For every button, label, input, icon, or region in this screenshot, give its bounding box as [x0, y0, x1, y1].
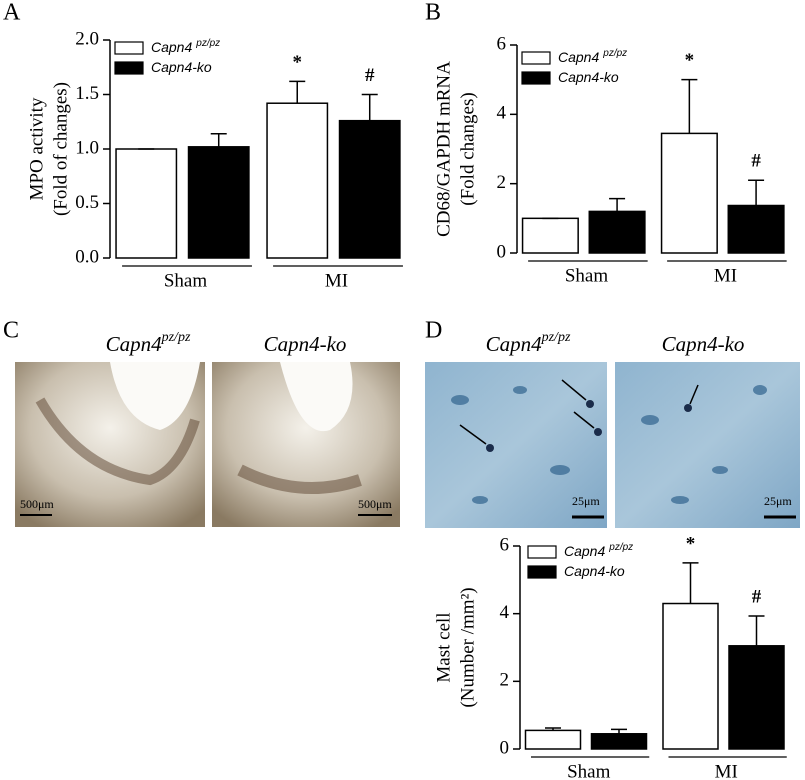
legend-swatch	[527, 545, 557, 559]
image-caption: Capn4pz/pz	[486, 330, 571, 356]
legend-label: Capn4-ko	[151, 59, 212, 75]
y-tick-label: 0	[497, 241, 507, 262]
y-tick-label: 2.0	[75, 28, 99, 49]
bar	[521, 217, 579, 254]
panel-label: D	[425, 318, 442, 344]
mast-cells	[486, 400, 692, 452]
legend-label: Capn4 pz/pz	[151, 38, 220, 55]
bar	[588, 210, 646, 254]
panel-label: C	[3, 318, 19, 344]
panel-label: A	[3, 0, 21, 26]
significance-mark: *	[292, 52, 302, 73]
scale-label: 500μm	[20, 497, 54, 511]
y-axis-label: Mast cell	[433, 612, 454, 682]
legend-sup: pz/pz	[195, 38, 220, 49]
y-axis-label: (Fold changes)	[457, 92, 478, 205]
bar	[338, 119, 401, 259]
y-axis-label: (Fold of changes)	[50, 82, 71, 216]
lumen	[110, 362, 200, 430]
panel-label: B	[425, 0, 441, 26]
stain	[237, 464, 362, 494]
significance-mark: #	[751, 151, 761, 172]
legend-name: Capn4	[558, 49, 599, 65]
scale-label: 25μm	[572, 494, 600, 508]
image-caption: Capn4-ko	[662, 332, 745, 356]
stain	[35, 397, 200, 486]
bar	[728, 645, 785, 750]
legend-sup: pz/pz	[602, 48, 627, 59]
legend-swatch	[521, 51, 551, 65]
y-tick-label: 2	[500, 670, 510, 691]
legend-swatch	[114, 41, 144, 55]
y-tick-label: 1.0	[75, 137, 99, 158]
significance-mark: *	[685, 50, 695, 71]
x-tick-label: MI	[714, 265, 737, 286]
bar	[727, 204, 785, 254]
legend-name: Capn4	[151, 39, 192, 55]
scale-label: 500μm	[358, 497, 392, 511]
legend-swatch	[521, 71, 551, 85]
y-tick-label: 1.5	[75, 83, 99, 104]
x-tick-label: MI	[325, 270, 348, 291]
x-tick-label: MI	[715, 761, 738, 780]
significance-mark: #	[365, 65, 375, 86]
x-tick-label: Sham	[565, 265, 609, 286]
y-axis-label: MPO activity	[26, 97, 47, 200]
legend-name: Capn4-ko	[558, 69, 619, 85]
legend-label: Capn4 pz/pz	[558, 48, 627, 65]
significance-mark: #	[752, 586, 762, 607]
error-bar	[682, 562, 699, 604]
y-tick-label: 2	[497, 172, 507, 193]
y-tick-label: 0.5	[75, 192, 99, 213]
significance-mark: *	[686, 533, 696, 554]
error-bar	[748, 615, 765, 646]
legend-name: Capn4-ko	[564, 563, 625, 579]
legend-name: Capn4	[564, 543, 605, 559]
legend-name: Capn4-ko	[151, 59, 212, 75]
legend-label: Capn4-ko	[564, 563, 625, 579]
error-bar	[289, 80, 306, 104]
y-tick-label: 4	[500, 602, 510, 623]
histology-d	[425, 362, 800, 528]
bar	[187, 146, 250, 259]
lumen	[280, 362, 353, 432]
y-axis-label: CD68/GAPDH mRNA	[433, 61, 454, 237]
bar	[662, 602, 719, 750]
image-caption: Capn4-ko	[264, 332, 347, 356]
bar	[115, 148, 178, 259]
bar	[590, 733, 648, 750]
x-tick-label: Sham	[164, 270, 208, 291]
legend-label: Capn4-ko	[558, 69, 619, 85]
scale-label: 25μm	[764, 494, 792, 508]
histology-c	[15, 362, 400, 527]
y-tick-label: 6	[500, 534, 510, 555]
error-bar	[210, 132, 227, 147]
legend-label: Capn4 pz/pz	[564, 542, 633, 559]
arrows	[459, 379, 699, 445]
x-tick-label: Sham	[567, 761, 611, 780]
y-tick-label: 6	[497, 33, 507, 54]
error-bar	[681, 78, 698, 134]
nuclei	[451, 385, 767, 504]
micrograph	[615, 362, 800, 528]
legend-sup: pz/pz	[608, 542, 633, 553]
y-axis-label: (Number /mm²)	[457, 587, 478, 707]
error-bar	[748, 179, 765, 206]
error-bar	[609, 197, 626, 212]
bar	[524, 729, 582, 750]
y-tick-label: 0	[500, 737, 510, 758]
bar	[266, 102, 329, 259]
bar	[660, 132, 718, 254]
error-bar	[545, 727, 561, 731]
legend-swatch	[114, 61, 144, 75]
error-bar	[611, 728, 627, 734]
legend-swatch	[527, 565, 557, 579]
y-tick-label: 4	[497, 103, 507, 124]
y-tick-label: 0.0	[75, 246, 99, 267]
error-bar	[361, 93, 378, 121]
image-caption: Capn4pz/pz	[106, 330, 191, 356]
